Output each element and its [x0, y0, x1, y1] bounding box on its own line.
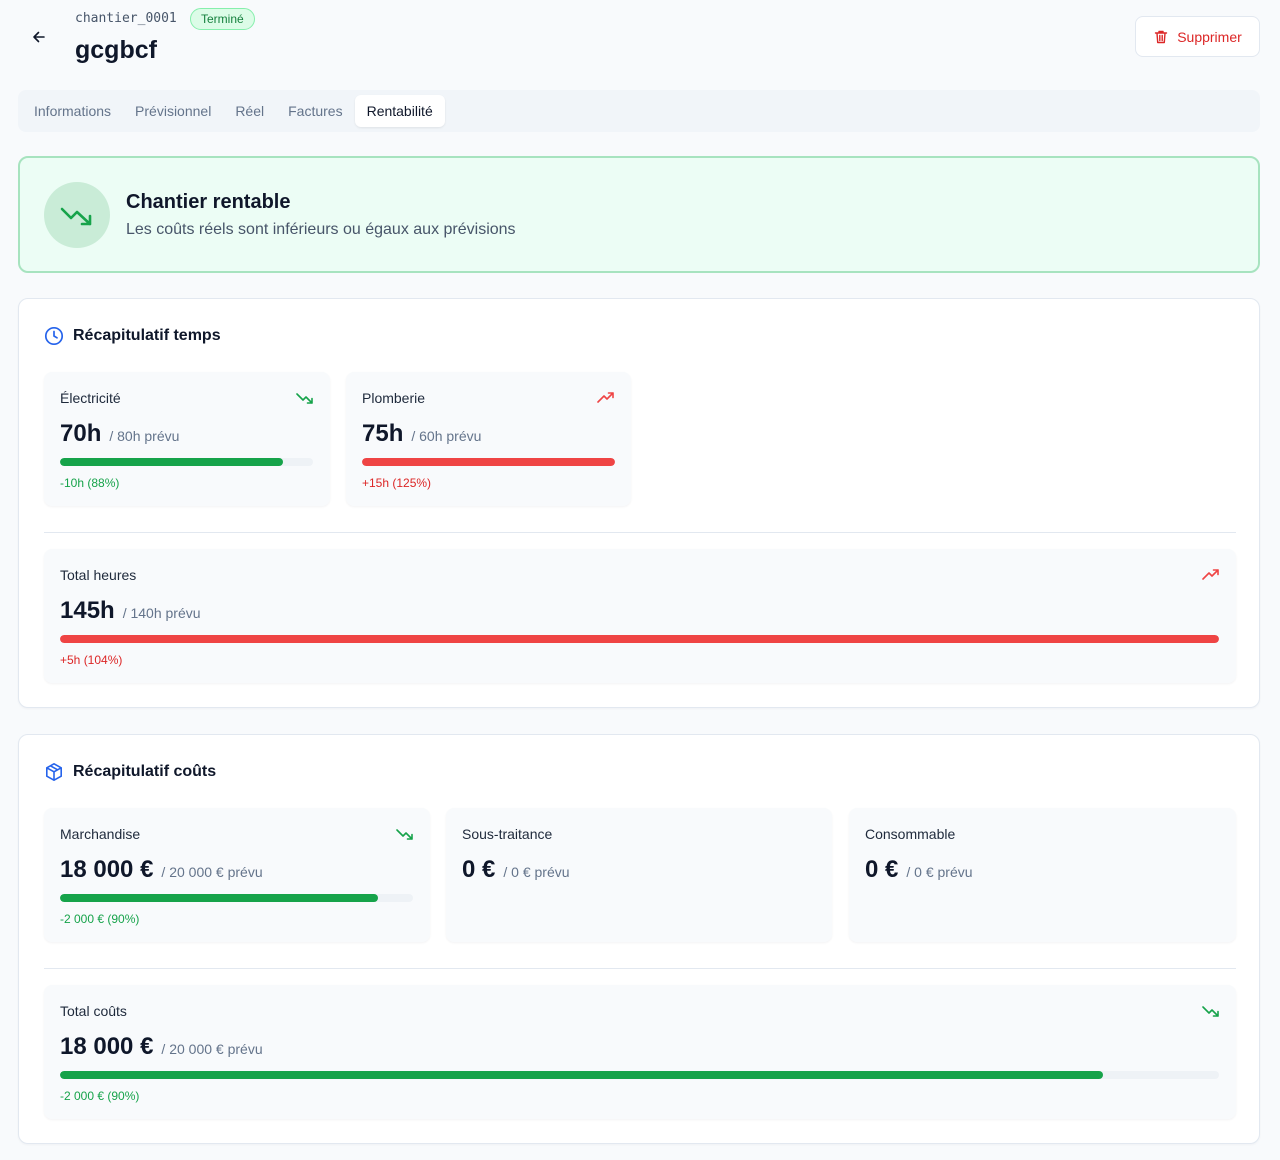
- cost-summary-card: Récapitulatif coûts Marchandise 18 000 €…: [18, 734, 1260, 1144]
- progress-bar: [60, 458, 313, 466]
- metric-label: Consommable: [865, 826, 956, 842]
- tab-informations[interactable]: Informations: [34, 103, 112, 119]
- metric-actual: 75h: [362, 420, 404, 447]
- metric-actual: 145h: [60, 597, 115, 624]
- status-badge: Terminé: [190, 8, 255, 30]
- metric-card-plomberie: Plomberie 75h / 60h prévu +15h (125%): [346, 372, 631, 506]
- delete-button-label: Supprimer: [1177, 28, 1242, 45]
- metric-card-total-heures: Total heures 145h / 140h prévu +5h (104%…: [44, 549, 1236, 683]
- trending-down-icon: [296, 393, 313, 404]
- trending-down-icon: [1202, 1006, 1219, 1017]
- trending-up-icon: [1202, 569, 1219, 580]
- cost-summary-title: Récapitulatif coûts: [73, 763, 217, 780]
- metric-card-total-couts: Total coûts 18 000 € / 20 000 € prévu -2…: [44, 985, 1236, 1119]
- metric-planned: / 140h prévu: [122, 605, 201, 621]
- arrow-left-icon: [33, 31, 45, 43]
- metric-value-row: 70h / 80h prévu: [60, 420, 179, 448]
- tab-previsionnel[interactable]: Prévisionnel: [135, 103, 212, 119]
- back-button[interactable]: [26, 24, 52, 50]
- clock-icon: [44, 326, 64, 346]
- metric-actual: 0 €: [462, 856, 496, 883]
- metric-label: Marchandise: [60, 826, 141, 842]
- metric-label: Sous-traitance: [462, 826, 553, 842]
- tab-rentabilite[interactable]: Rentabilité: [354, 95, 445, 127]
- page-title: gcgbcf: [75, 36, 157, 64]
- banner-title: Chantier rentable: [126, 191, 291, 213]
- tab-factures[interactable]: Factures: [288, 103, 343, 119]
- progress-fill: [60, 894, 378, 902]
- progress-bar: [60, 635, 1219, 643]
- metric-diff: -10h (88%): [60, 476, 120, 490]
- progress-bar: [60, 894, 413, 902]
- metric-planned: / 20 000 € prévu: [161, 864, 263, 880]
- trending-up-icon: [597, 392, 614, 403]
- metric-value-row: 145h / 140h prévu: [60, 597, 201, 625]
- metric-card-electricite: Électricité 70h / 80h prévu -10h (88%): [44, 372, 330, 506]
- metric-actual: 70h: [60, 420, 102, 447]
- progress-fill: [60, 1071, 1104, 1079]
- metric-card-marchandise: Marchandise 18 000 € / 20 000 € prévu -2…: [44, 808, 430, 942]
- metric-value-row: 75h / 60h prévu: [362, 420, 481, 448]
- progress-fill: [60, 458, 283, 466]
- metric-planned: / 0 € prévu: [906, 864, 973, 880]
- metric-diff: +5h (104%): [60, 653, 123, 667]
- progress-fill: [362, 458, 615, 466]
- metric-actual: 0 €: [865, 856, 899, 883]
- time-summary-header: Récapitulatif temps: [44, 326, 221, 346]
- metric-label: Électricité: [60, 390, 121, 406]
- time-summary-title: Récapitulatif temps: [73, 327, 221, 344]
- metric-actual: 18 000 €: [60, 856, 154, 883]
- banner-icon-circle: [44, 182, 110, 248]
- metric-planned: / 0 € prévu: [503, 864, 570, 880]
- project-code: chantier_0001: [75, 11, 177, 26]
- metric-planned: / 60h prévu: [411, 428, 482, 444]
- profitability-banner: Chantier rentable Les coûts réels sont i…: [18, 156, 1260, 273]
- metric-diff: -2 000 € (90%): [60, 912, 140, 926]
- metric-label: Total coûts: [60, 1003, 127, 1019]
- progress-fill: [60, 635, 1219, 643]
- tab-bar: Informations Prévisionnel Réel Factures …: [18, 90, 1260, 132]
- metric-planned: / 80h prévu: [109, 428, 180, 444]
- metric-label: Plomberie: [362, 390, 426, 406]
- cost-summary-header: Récapitulatif coûts: [44, 762, 216, 782]
- banner-subtitle: Les coûts réels sont inférieurs ou égaux…: [126, 221, 516, 238]
- divider: [44, 968, 1236, 969]
- package-icon: [46, 763, 62, 781]
- page-header: chantier_0001 Terminé gcgbcf Supprimer: [0, 0, 1280, 80]
- tab-reel[interactable]: Réel: [235, 103, 265, 119]
- metric-card-consommable: Consommable 0 € / 0 € prévu: [849, 808, 1236, 942]
- metric-diff: -2 000 € (90%): [60, 1089, 140, 1103]
- trending-down-icon: [60, 207, 92, 226]
- metric-value-row: 18 000 € / 20 000 € prévu: [60, 856, 263, 884]
- metric-value-row: 0 € / 0 € prévu: [462, 856, 570, 884]
- metric-label: Total heures: [60, 567, 137, 583]
- trash-icon: [1155, 30, 1168, 43]
- divider: [44, 532, 1236, 533]
- metric-planned: / 20 000 € prévu: [161, 1041, 263, 1057]
- metric-diff: +15h (125%): [362, 476, 432, 490]
- delete-button[interactable]: Supprimer: [1135, 16, 1260, 57]
- progress-bar: [362, 458, 615, 466]
- time-summary-card: Récapitulatif temps Électricité 70h / 80…: [18, 298, 1260, 708]
- metric-card-sous-traitance: Sous-traitance 0 € / 0 € prévu: [446, 808, 832, 942]
- trending-down-icon: [396, 829, 413, 840]
- metric-value-row: 0 € / 0 € prévu: [865, 856, 973, 884]
- metric-value-row: 18 000 € / 20 000 € prévu: [60, 1033, 263, 1061]
- progress-bar: [60, 1071, 1219, 1079]
- metric-actual: 18 000 €: [60, 1033, 154, 1060]
